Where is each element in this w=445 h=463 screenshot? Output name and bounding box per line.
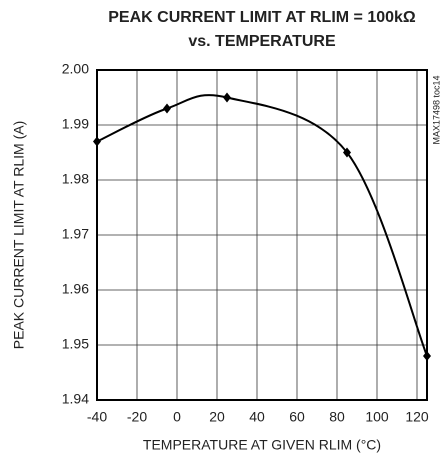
x-tick-label: 80	[329, 409, 345, 425]
y-tick-label: 1.94	[62, 391, 89, 407]
y-tick-label: 2.00	[62, 61, 89, 77]
x-tick-label: -20	[127, 409, 147, 425]
x-tick-label: 20	[209, 409, 225, 425]
x-tick-label: 60	[289, 409, 305, 425]
x-tick-label: -40	[87, 409, 107, 425]
x-tick-label: 0	[173, 409, 181, 425]
y-tick-label: 1.96	[62, 281, 89, 297]
y-tick-label: 1.97	[62, 226, 89, 242]
marker	[163, 103, 171, 114]
y-tick-label: 1.98	[62, 171, 89, 187]
chart-title: PEAK CURRENT LIMIT AT RLIM = 100kΩ	[108, 9, 416, 26]
marker	[343, 147, 351, 158]
marker	[93, 136, 101, 147]
x-tick-label: 120	[405, 409, 429, 425]
chart-title: vs. TEMPERATURE	[188, 33, 336, 50]
x-tick-label: 40	[249, 409, 265, 425]
y-tick-label: 1.95	[62, 336, 89, 352]
marker	[223, 92, 231, 103]
note: MAX17498 toc14	[431, 75, 441, 144]
marker	[423, 351, 431, 361]
y-tick-label: 1.99	[62, 116, 89, 132]
y-axis-label: PEAK CURRENT LIMIT AT RLIM (A)	[11, 121, 27, 349]
x-tick-label: 100	[365, 409, 389, 425]
x-axis-label: TEMPERATURE AT GIVEN RLIM (°C)	[143, 437, 381, 453]
plot-frame	[96, 69, 428, 401]
line	[96, 94, 428, 357]
